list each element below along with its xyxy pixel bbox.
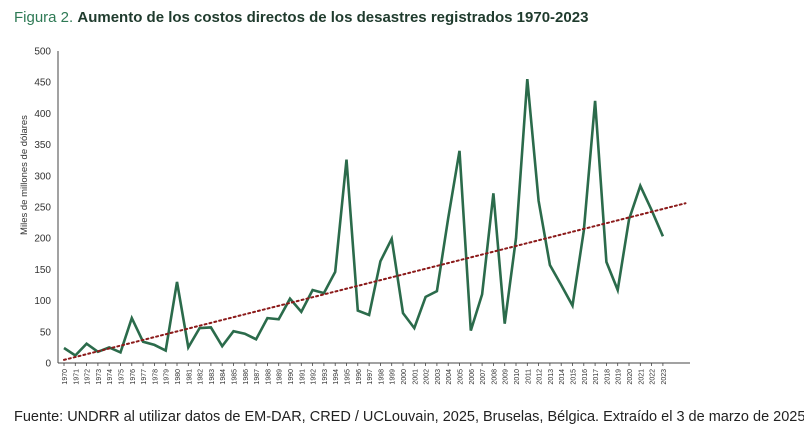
x-tick-label: 2005 — [458, 369, 465, 385]
y-tick-label: 250 — [34, 203, 51, 214]
x-tick-label: 1971 — [73, 369, 80, 385]
x-tick-label: 1995 — [345, 369, 352, 385]
x-tick-label: 2020 — [627, 369, 634, 385]
x-tick-label: 2023 — [661, 369, 668, 385]
x-tick-label: 2011 — [525, 369, 532, 384]
y-tick-label: 500 — [34, 47, 51, 58]
y-tick-label: 0 — [45, 359, 51, 370]
x-tick-label: 1999 — [390, 369, 397, 385]
y-tick-label: 200 — [34, 234, 51, 245]
x-tick-label: 1977 — [141, 369, 148, 385]
x-tick-label: 1975 — [119, 369, 126, 385]
x-tick-label: 2002 — [424, 369, 431, 385]
x-tick-label: 2012 — [537, 369, 544, 385]
x-tick-label: 1990 — [288, 369, 295, 385]
x-tick-label: 2010 — [514, 369, 521, 385]
x-tick-label: 2009 — [503, 369, 510, 385]
x-tick-label: 1973 — [96, 369, 103, 385]
y-tick-label: 400 — [34, 109, 51, 120]
figure-title-text: Aumento de los costos directos de los de… — [77, 9, 589, 26]
figure-label: Figura 2. — [14, 9, 74, 26]
chart-axes — [57, 51, 690, 364]
x-tick-label: 1974 — [107, 369, 114, 385]
y-tick-label: 300 — [34, 171, 51, 182]
x-tick-label: 1994 — [333, 369, 340, 385]
x-tick-label: 1984 — [220, 369, 227, 385]
x-tick-label: 1985 — [232, 369, 239, 385]
x-tick-label: 1979 — [164, 369, 171, 385]
trend-line — [63, 202, 687, 361]
x-tick-label: 1983 — [209, 369, 216, 385]
y-tick-label: 350 — [34, 140, 51, 151]
x-tick-label: 1982 — [198, 369, 205, 385]
x-tick-label: 1998 — [378, 369, 385, 385]
x-tick-label: 1970 — [62, 369, 69, 385]
x-tick-label: 2003 — [435, 369, 442, 385]
x-tick-label: 1997 — [367, 369, 374, 385]
x-tick-label: 2013 — [548, 369, 555, 385]
x-tick-label: 2000 — [401, 369, 408, 385]
x-tick-label: 2006 — [469, 369, 476, 385]
x-tick-label: 1988 — [265, 369, 272, 385]
x-tick-label: 2022 — [650, 369, 657, 385]
figure-title: Figura 2. Aumento de los costos directos… — [14, 9, 588, 26]
x-tick-label: 2015 — [571, 369, 578, 385]
y-ticks: 0 50 100 150 200 250 300 350 400 450 500 — [34, 47, 51, 370]
x-tick-label: 2008 — [491, 369, 498, 385]
y-tick-label: 100 — [34, 296, 51, 307]
x-tick-label: 2001 — [412, 369, 419, 385]
x-tick-label: 2018 — [604, 369, 611, 385]
x-tick-label: 2014 — [559, 369, 566, 385]
series-line-costs — [63, 78, 665, 358]
y-tick-label: 50 — [40, 327, 52, 338]
x-tick-label: 1989 — [277, 369, 284, 385]
x-tick-label: 1978 — [152, 369, 159, 385]
x-ticks: 1970 1971 1972 1973 1974 1975 1976 1977 1978 1979… — [62, 363, 668, 385]
x-tick-label: 1981 — [186, 369, 193, 385]
x-tick-label: 1992 — [311, 369, 318, 385]
y-tick-label: 150 — [34, 265, 51, 276]
y-axis-label: Miles de millones de dólares — [19, 115, 30, 235]
source-note: Fuente: UNDRR al utilizar datos de EM-DA… — [14, 409, 804, 425]
x-tick-label: 2021 — [638, 369, 645, 385]
x-tick-label: 1996 — [356, 369, 363, 385]
x-tick-label: 2019 — [616, 369, 623, 385]
y-tick-label: 450 — [34, 78, 51, 89]
x-tick-label: 1987 — [254, 369, 261, 385]
x-tick-label: 1993 — [322, 369, 329, 385]
x-tick-label: 1980 — [175, 369, 182, 385]
series-layer — [63, 78, 687, 361]
x-tick-label: 2017 — [593, 369, 600, 385]
x-tick-label: 2016 — [582, 369, 589, 385]
x-tick-label: 1991 — [299, 369, 306, 385]
x-tick-label: 1976 — [130, 369, 137, 385]
x-tick-label: 2007 — [480, 369, 487, 385]
x-tick-label: 1986 — [243, 369, 250, 385]
x-tick-label: 2004 — [446, 369, 453, 385]
x-tick-label: 1972 — [85, 369, 92, 385]
